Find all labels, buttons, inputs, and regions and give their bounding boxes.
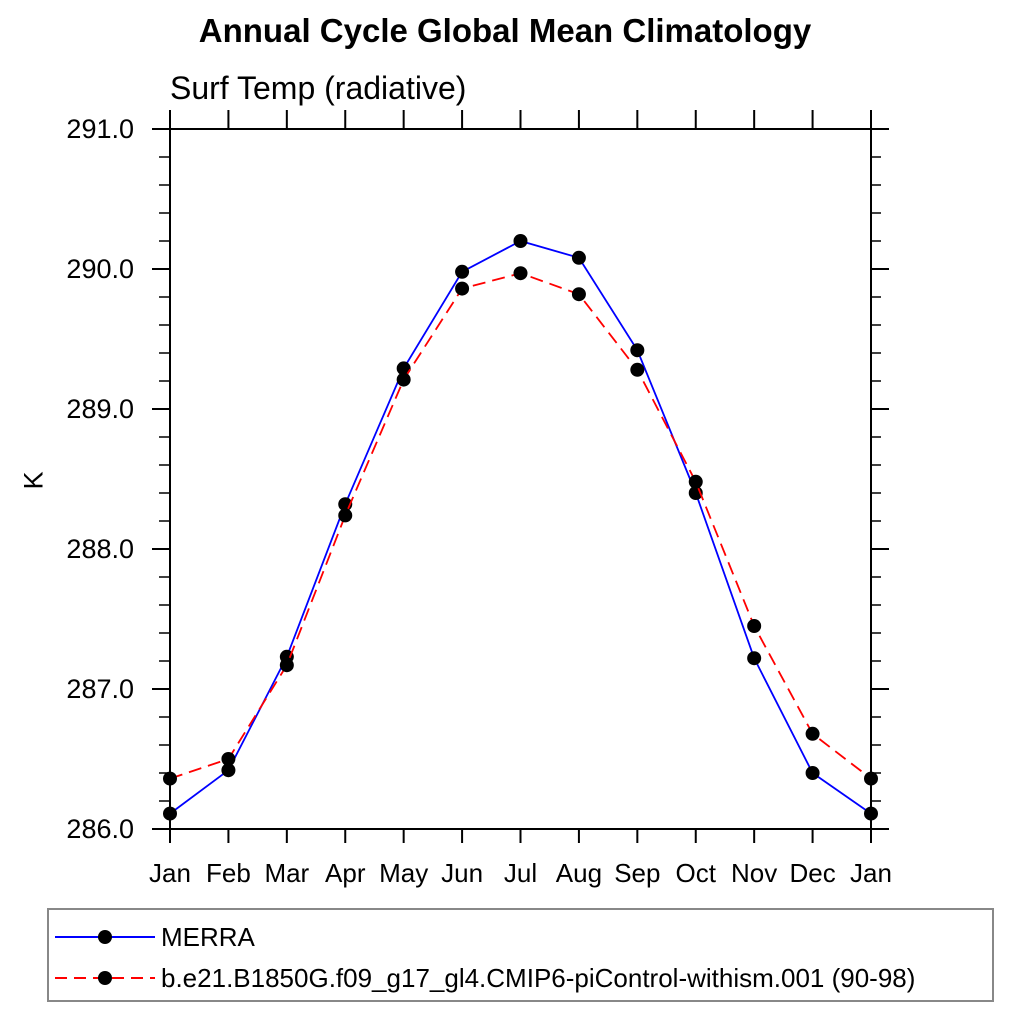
data-point-marker (396, 372, 411, 387)
data-point-marker (338, 508, 353, 523)
chart-subtitle: Surf Temp (radiative) (170, 70, 467, 106)
x-tick-label: Aug (556, 858, 602, 888)
data-point-marker (513, 234, 528, 248)
data-point-marker (864, 806, 878, 821)
merra-line-sample-icon (55, 930, 155, 944)
legend-label-merra: MERRA (161, 921, 255, 952)
x-tick-label: Dec (789, 858, 835, 888)
data-point-marker (571, 287, 586, 302)
data-point-marker (805, 726, 820, 741)
y-tick-label: 288.0 (66, 534, 134, 564)
data-point-marker (396, 361, 411, 376)
series-line-0 (169, 240, 872, 815)
x-tick-label: Jan (149, 858, 191, 888)
y-tick-label: 286.0 (66, 814, 134, 844)
data-point-marker (163, 806, 177, 821)
y-tick-label: 287.0 (66, 674, 134, 704)
data-point-marker (163, 771, 177, 786)
x-tick-label: Jun (441, 858, 483, 888)
x-tick-label: Mar (264, 858, 309, 888)
data-point-marker (747, 619, 762, 633)
y-tick-label: 289.0 (66, 394, 134, 424)
x-tick-label: May (379, 858, 428, 888)
data-point-marker (688, 474, 703, 489)
y-tick-label: 290.0 (66, 254, 134, 284)
legend-item-merra: MERRA (54, 917, 255, 957)
x-tick-label: Feb (206, 858, 251, 888)
data-point-marker (747, 651, 762, 666)
data-point-marker (805, 766, 820, 780)
x-tick-label: Oct (676, 858, 717, 888)
data-point-marker (630, 362, 645, 377)
data-point-marker (630, 343, 645, 358)
x-tick-label: Apr (325, 858, 366, 888)
data-point-marker (455, 281, 470, 296)
data-point-marker (221, 752, 236, 766)
data-point-marker (864, 771, 878, 786)
model-line-sample-icon (55, 971, 155, 985)
y-tick-label: 291.0 (66, 114, 134, 144)
series-line-1 (169, 272, 872, 780)
x-tick-label: Jul (504, 858, 537, 888)
legend-item-model: b.e21.B1850G.f09_g17_gl4.CMIP6-piControl… (54, 958, 915, 998)
data-point-marker (455, 264, 470, 279)
data-point-marker (221, 763, 236, 778)
data-point-marker (279, 658, 294, 673)
x-tick-label: Jan (850, 858, 892, 888)
legend-label-model: b.e21.B1850G.f09_g17_gl4.CMIP6-piControl… (161, 962, 916, 993)
chart-title: Annual Cycle Global Mean Climatology (198, 12, 812, 49)
data-point-marker (571, 250, 586, 265)
data-point-marker (513, 266, 528, 281)
x-tick-label: Sep (614, 858, 660, 888)
legend: MERRA b.e21.B1850G.f09_g17_gl4.CMIP6-piC… (47, 908, 994, 1002)
x-tick-label: Nov (731, 858, 777, 888)
